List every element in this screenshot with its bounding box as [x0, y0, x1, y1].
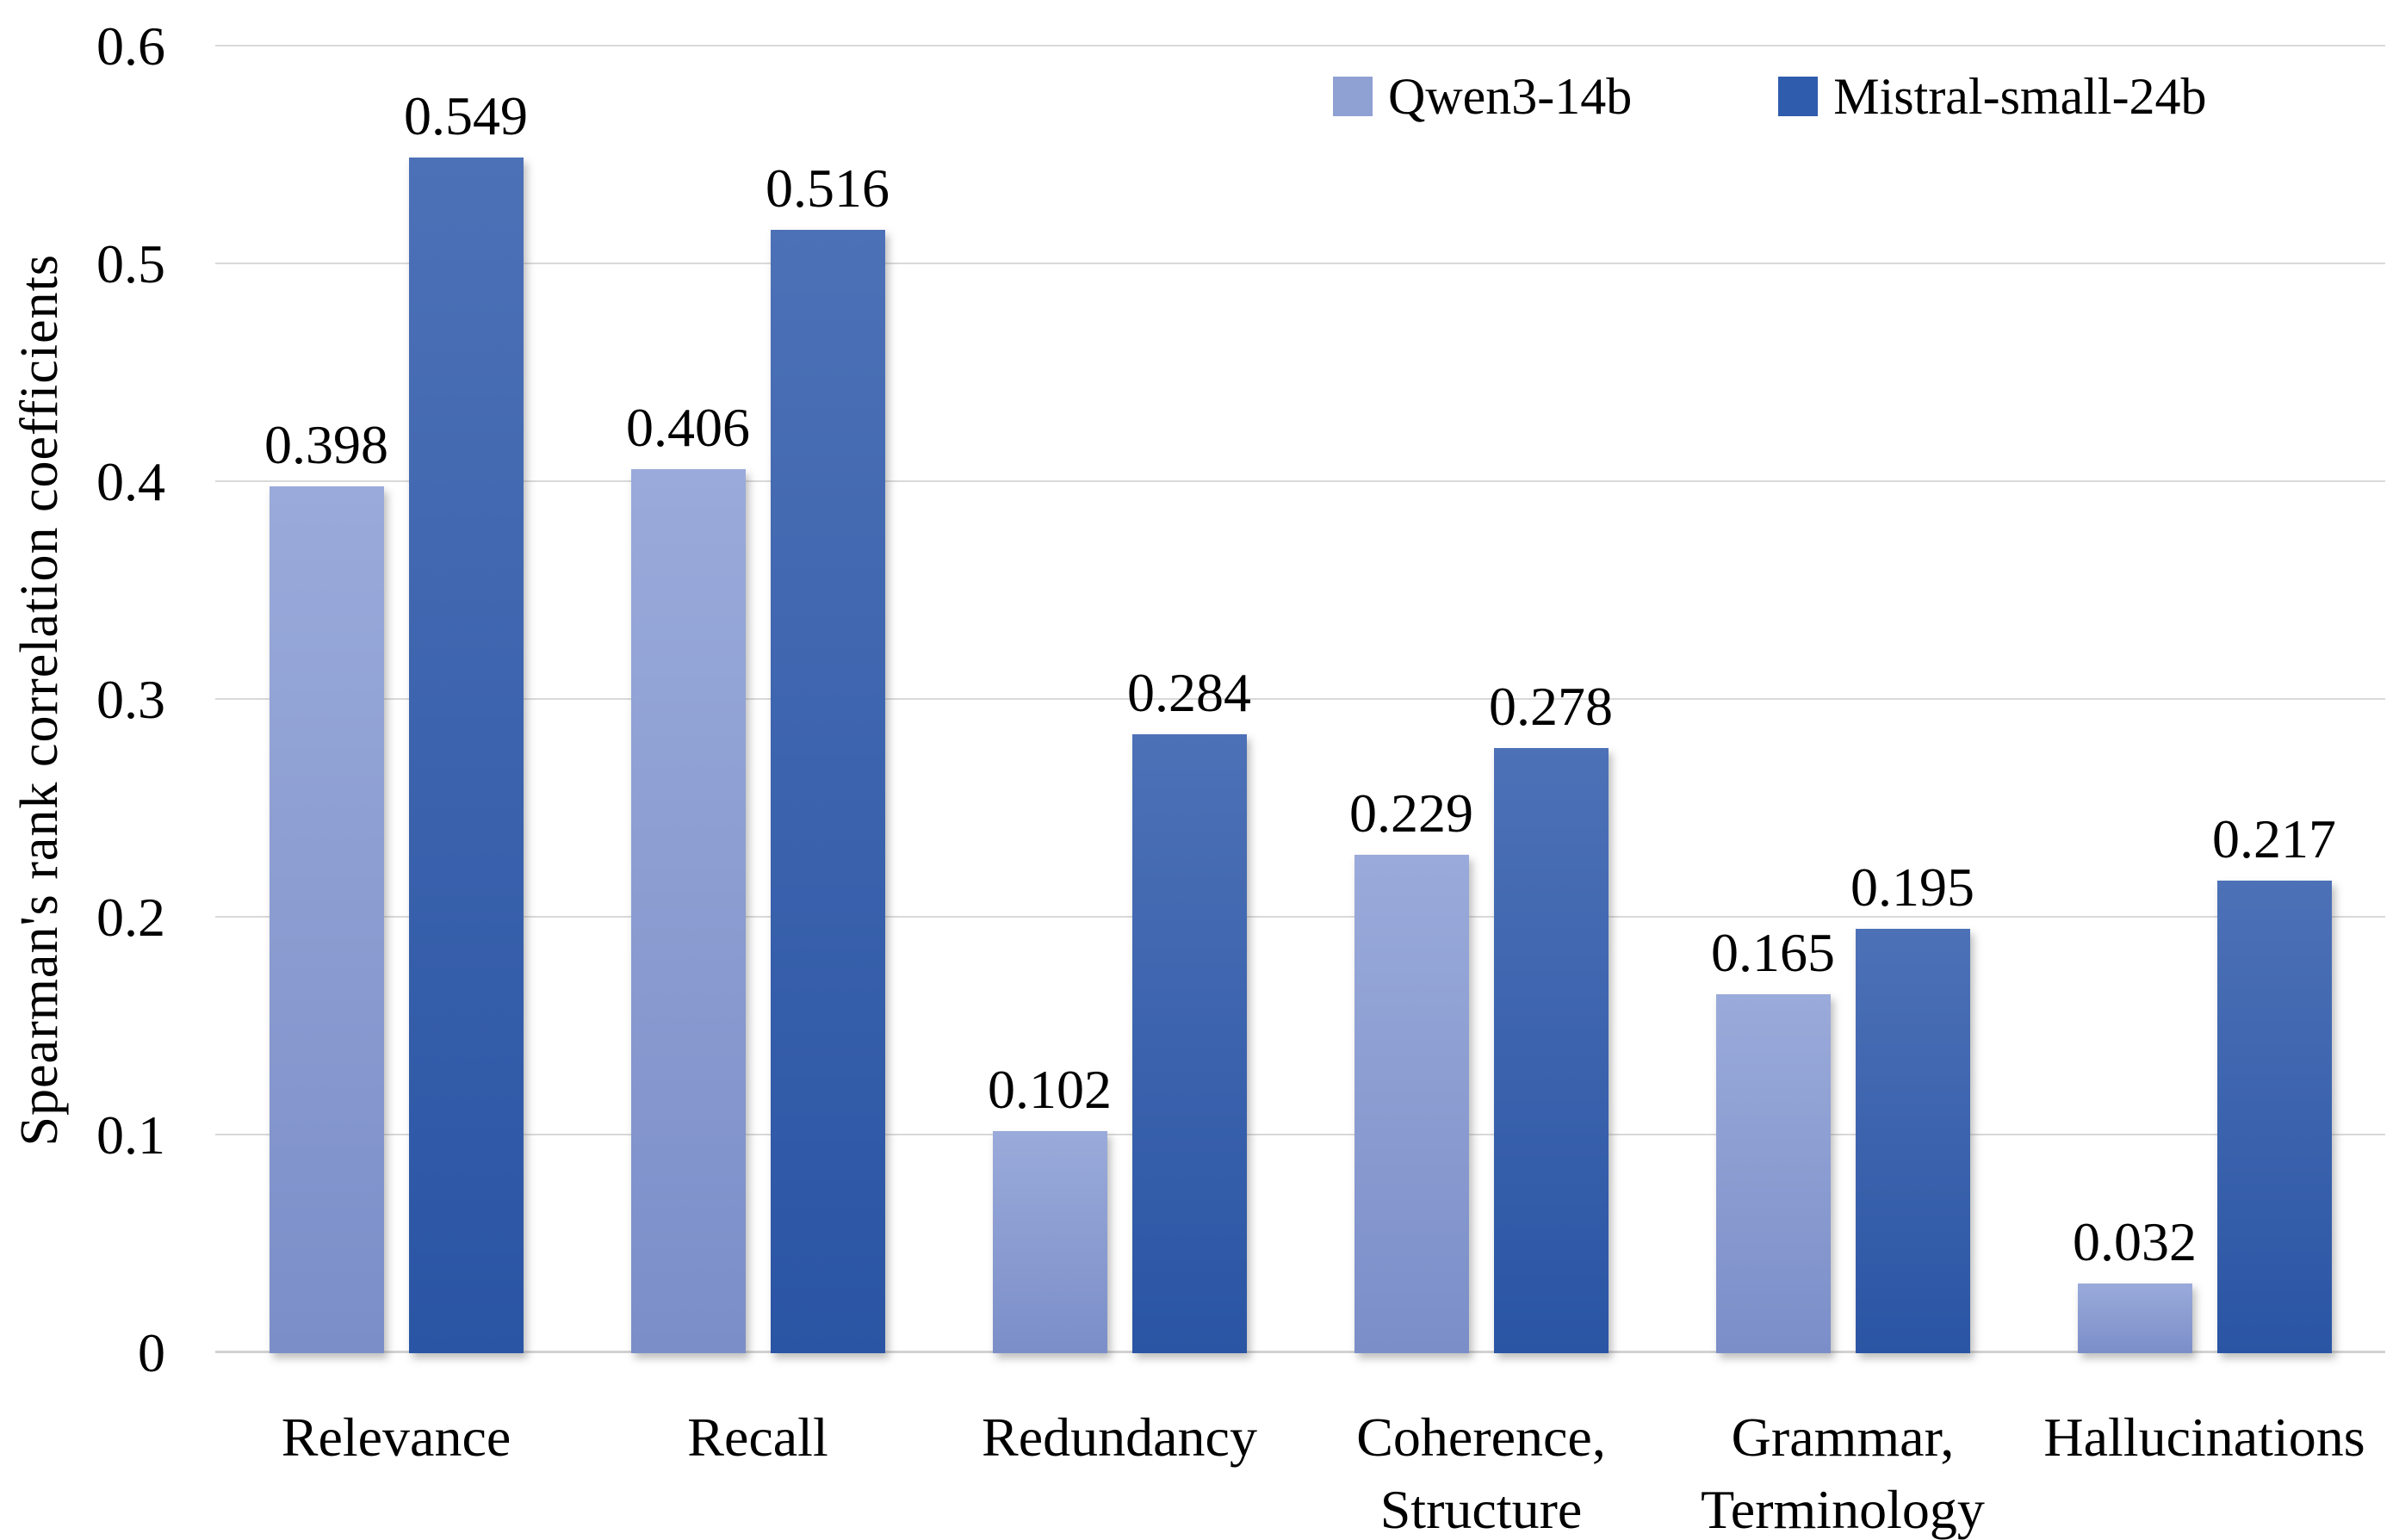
legend-item: Mistral-small-24b [1778, 68, 2207, 125]
bar-group: 0.102 0.284 [939, 46, 1300, 1353]
y-tick-label: 0.3 [96, 669, 165, 730]
bar-group: 0.229 0.278 [1300, 46, 1662, 1353]
gridline [215, 698, 2385, 700]
bar-value-label: 0.165 [1711, 921, 1835, 983]
gridline [215, 45, 2385, 46]
bar-group: 0.398 0.549 [215, 46, 577, 1353]
legend: Qwen3-14b Mistral-small-24b [1333, 71, 2207, 122]
category-label: Coherence, Structure [1356, 1407, 1606, 1540]
bar-group: 0.165 0.195 [1662, 46, 2024, 1353]
bar-qwen3-14b: 0.398 [264, 417, 388, 1353]
bar-value-label: 0.229 [1349, 782, 1473, 844]
bar-mistral-small-24b: 0.195 [1850, 859, 1974, 1353]
category-label: Relevance [281, 1407, 511, 1468]
bar-value-label: 0.217 [2212, 808, 2336, 869]
gridline [215, 1351, 2385, 1353]
legend-swatch-icon [1778, 77, 1819, 116]
bar-mistral-small-24b: 0.217 [2212, 812, 2336, 1353]
bar-value-label: 0.195 [1850, 856, 1974, 918]
bar-value-label: 0.398 [264, 414, 388, 476]
x-axis-category-labels: Relevance Recall Redundancy Coherence, Stru… [215, 1401, 2385, 1540]
y-tick-label: 0.4 [96, 451, 165, 512]
bar-value-label: 0.102 [988, 1058, 1112, 1120]
bar-qwen3-14b: 0.229 [1349, 785, 1473, 1353]
category-label: Hallucinations [2043, 1407, 2365, 1468]
plot-area: 0.398 0.549 0.406 0.516 0.102 0.284 0.229 0.278… [215, 45, 2385, 1353]
y-tick-label: 0.2 [96, 887, 165, 948]
bar-group: 0.032 0.217 [2024, 46, 2385, 1353]
bar-qwen3-14b: 0.406 [626, 399, 750, 1353]
legend-label: Mistral-small-24b [1833, 68, 2207, 125]
gridline [215, 1134, 2385, 1135]
gridline [215, 916, 2385, 918]
bar-qwen3-14b: 0.102 [988, 1061, 1112, 1353]
category-label: Recall [687, 1407, 828, 1468]
bar-value-label: 0.032 [2073, 1211, 2197, 1273]
legend-label: Qwen3-14b [1388, 68, 1633, 125]
bar-groups: 0.398 0.549 0.406 0.516 0.102 0.284 0.229 0.278… [215, 46, 2385, 1353]
category-label: Grammar, Terminology [1701, 1407, 1985, 1540]
bar-mistral-small-24b: 0.278 [1489, 678, 1613, 1353]
legend-swatch-icon [1333, 77, 1373, 116]
y-axis-tick-labels: 0 0.1 0.2 0.3 0.4 0.5 0.6 [0, 19, 165, 1381]
bar-value-label: 0.516 [766, 157, 890, 219]
bar-qwen3-14b: 0.165 [1711, 925, 1835, 1353]
y-tick-label: 0.6 [96, 15, 165, 77]
y-tick-label: 0.5 [96, 233, 165, 294]
legend-item: Qwen3-14b [1333, 71, 1632, 122]
bar-mistral-small-24b: 0.284 [1127, 665, 1251, 1353]
bar-mistral-small-24b: 0.516 [766, 160, 890, 1353]
bar-value-label: 0.549 [404, 85, 528, 147]
bar-group: 0.406 0.516 [577, 46, 939, 1353]
y-tick-label: 0 [138, 1322, 165, 1383]
bar-qwen3-14b: 0.032 [2073, 1215, 2197, 1353]
bar-value-label: 0.278 [1489, 675, 1613, 737]
category-label: Redundancy [982, 1407, 1257, 1468]
y-tick-label: 0.1 [96, 1104, 165, 1166]
gridline [215, 480, 2385, 482]
bar-mistral-small-24b: 0.549 [404, 89, 528, 1353]
bar-value-label: 0.406 [626, 396, 750, 458]
bar-value-label: 0.284 [1127, 662, 1251, 724]
gridline [215, 263, 2385, 264]
